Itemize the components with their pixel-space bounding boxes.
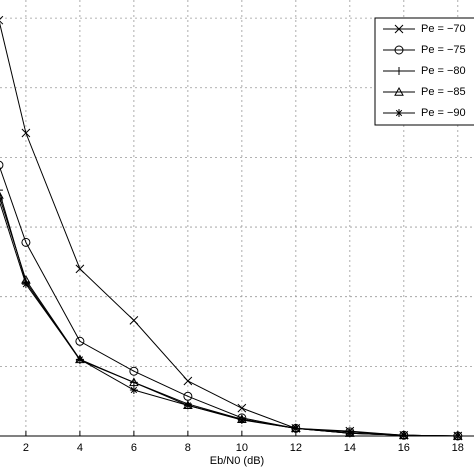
marker xyxy=(394,86,404,96)
series-line xyxy=(0,166,458,437)
marker xyxy=(129,377,139,387)
series-line xyxy=(0,196,458,437)
marker xyxy=(0,15,4,25)
marker xyxy=(129,316,139,325)
x-tick-label: 12 xyxy=(290,442,302,454)
marker xyxy=(0,189,3,191)
x-axis-label: Eb/N0 (dB) xyxy=(210,455,264,467)
x-tick-label: 10 xyxy=(236,442,248,454)
series-line xyxy=(0,201,458,437)
x-tick-label: 16 xyxy=(398,442,410,454)
marker xyxy=(129,386,138,395)
legend-label: Pe = −85 xyxy=(421,86,466,98)
x-tick-label: 2 xyxy=(23,442,29,454)
x-tick-label: 8 xyxy=(185,442,191,454)
marker xyxy=(395,109,403,117)
marker xyxy=(183,376,193,386)
marker xyxy=(75,355,84,364)
marker xyxy=(237,415,246,424)
marker xyxy=(0,160,4,170)
marker xyxy=(237,403,247,413)
marker xyxy=(291,424,300,433)
marker xyxy=(345,429,354,438)
marker xyxy=(21,280,30,289)
x-tick-label: 4 xyxy=(77,442,83,454)
x-tick-label: 6 xyxy=(131,442,137,454)
marker xyxy=(129,366,139,376)
legend-label: Pe = −70 xyxy=(421,23,466,35)
legend-label: Pe = −80 xyxy=(421,65,466,77)
marker xyxy=(21,128,31,138)
marker xyxy=(399,431,408,440)
marker xyxy=(394,24,404,34)
marker xyxy=(75,336,85,346)
marker xyxy=(75,264,85,274)
marker xyxy=(395,67,403,75)
x-tick-label: 14 xyxy=(344,442,356,454)
marker xyxy=(0,191,4,199)
marker xyxy=(453,432,462,440)
x-tick-label: 18 xyxy=(452,442,464,454)
marker xyxy=(21,237,31,247)
marker xyxy=(183,401,192,410)
legend-label: Pe = −75 xyxy=(421,44,466,56)
legend-label: Pe = −90 xyxy=(421,107,466,119)
series-line xyxy=(0,192,458,437)
marker xyxy=(394,45,404,55)
